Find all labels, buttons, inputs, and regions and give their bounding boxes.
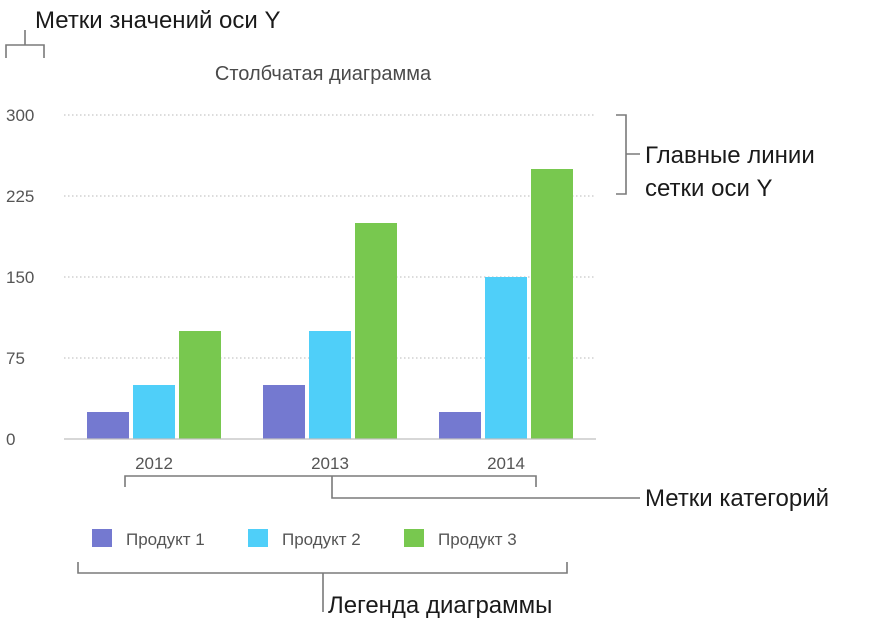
annotation-gridlines-line1: Главные линии	[645, 142, 815, 169]
x-tick-label: 2013	[311, 454, 349, 473]
y-gridlines	[64, 114, 596, 359]
bars	[87, 169, 573, 439]
bracket-legend	[77, 562, 568, 612]
y-tick-label: 150	[6, 268, 34, 287]
annotation-category-labels: Метки категорий	[645, 485, 829, 512]
legend-label-1: Продукт 1	[126, 530, 205, 549]
x-tick-label: 2014	[487, 454, 525, 473]
chart-legend: Продукт 1 Продукт 2 Продукт 3	[92, 529, 517, 549]
x-tick-label: 2012	[135, 454, 173, 473]
annotation-gridlines-line2: сетки оси Y	[645, 175, 773, 202]
bar-2013-series-1	[263, 385, 305, 439]
y-tick-label: 300	[6, 106, 34, 125]
bracket-gridlines	[616, 114, 640, 195]
legend-label-2: Продукт 2	[282, 530, 361, 549]
y-tick-labels: 0 75 150 225 300	[6, 106, 34, 449]
bar-2012-series-1	[87, 412, 129, 439]
bar-2014-series-2	[485, 277, 527, 439]
bar-2013-series-3	[355, 223, 397, 439]
bar-2014-series-3	[531, 169, 573, 439]
chart-title: Столбчатая диаграмма	[215, 63, 432, 85]
legend-swatch-2	[248, 529, 268, 547]
legend-swatch-1	[92, 529, 112, 547]
bracket-y-value-labels	[5, 30, 45, 58]
annotation-legend: Легенда диаграммы	[328, 592, 552, 619]
bar-2014-series-1	[439, 412, 481, 439]
legend-swatch-3	[404, 529, 424, 547]
y-tick-label: 75	[6, 349, 25, 368]
legend-label-3: Продукт 3	[438, 530, 517, 549]
bracket-category-labels	[124, 475, 640, 499]
y-tick-label: 225	[6, 187, 34, 206]
bar-2013-series-2	[309, 331, 351, 439]
x-tick-labels: 2012 2013 2014	[135, 454, 525, 473]
y-tick-label: 0	[6, 430, 15, 449]
bar-2012-series-3	[179, 331, 221, 439]
annotation-y-value-labels: Метки значений оси Y	[35, 7, 280, 34]
bar-2012-series-2	[133, 385, 175, 439]
